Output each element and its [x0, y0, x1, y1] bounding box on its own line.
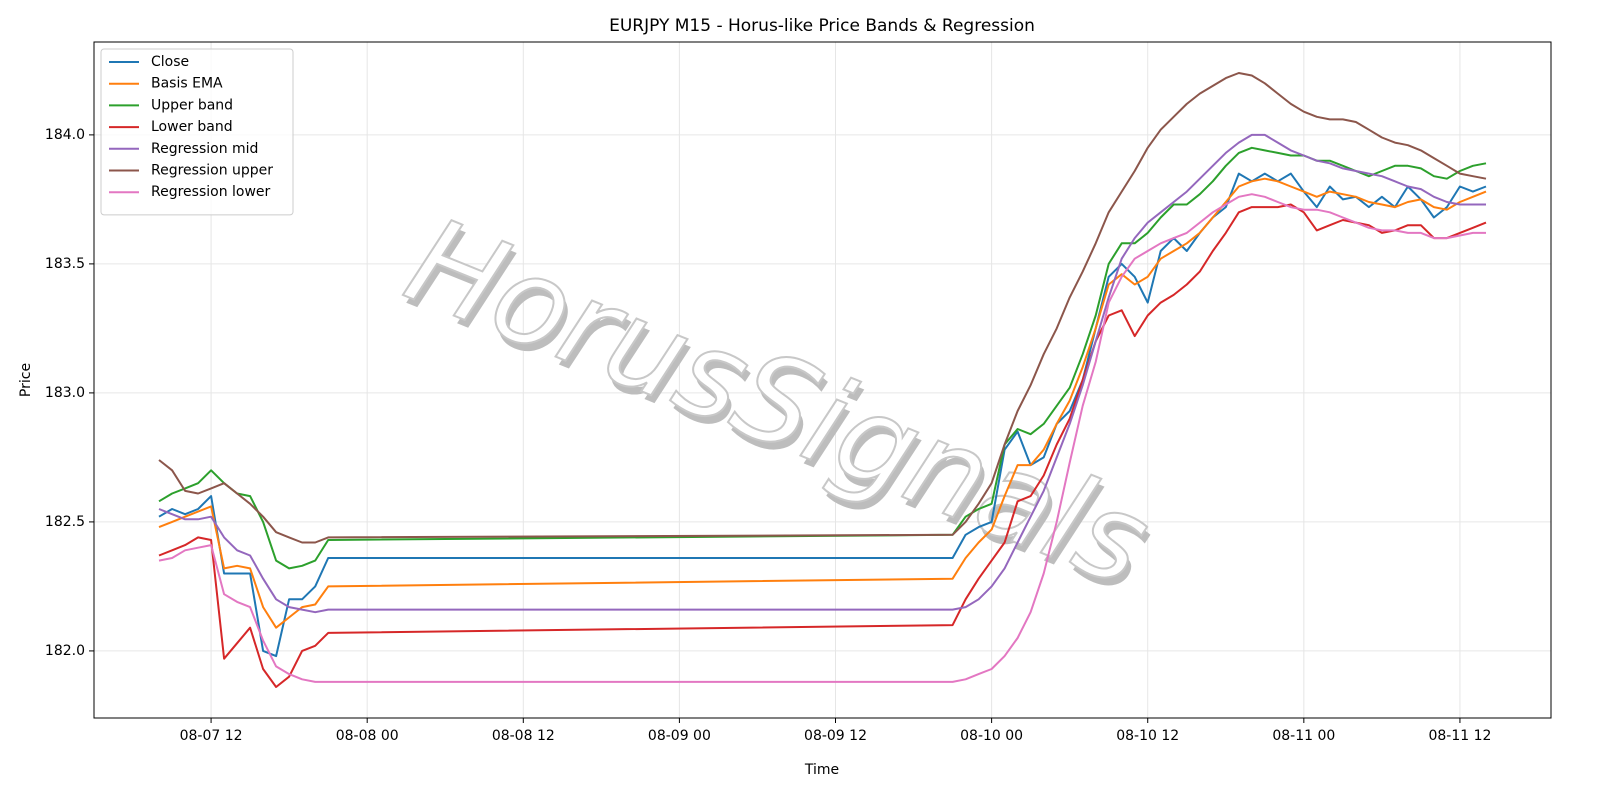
y-tick-label: 183.0 — [45, 385, 85, 401]
x-tick-label: 08-10 12 — [1116, 728, 1179, 744]
legend-label: Basis EMA — [151, 76, 223, 92]
x-tick-label: 08-11 12 — [1428, 728, 1491, 744]
chart-title: EURJPY M15 - Horus-like Price Bands & Re… — [609, 16, 1035, 36]
legend-label: Lower band — [151, 119, 233, 135]
x-tick-label: 08-10 00 — [960, 728, 1023, 744]
x-tick-label: 08-07 12 — [180, 728, 243, 744]
series-line — [158, 203, 1487, 688]
series-line — [158, 172, 1487, 658]
legend-label: Upper band — [151, 97, 233, 113]
legend-label: Regression lower — [151, 184, 271, 200]
legend-label: Close — [151, 54, 189, 70]
y-axis-label: Price — [18, 363, 34, 397]
lines-layer — [158, 72, 1487, 688]
plot-frame — [93, 41, 1552, 719]
legend-label: Regression upper — [151, 163, 273, 179]
x-tick-label: 08-08 12 — [492, 728, 555, 744]
x-tick-label: 08-11 00 — [1272, 728, 1335, 744]
y-tick-label: 182.0 — [45, 643, 85, 659]
x-tick-label: 08-09 12 — [804, 728, 867, 744]
series-line — [158, 193, 1486, 683]
x-tick-label: 08-08 00 — [336, 728, 399, 744]
x-tick-label: 08-09 00 — [648, 728, 711, 744]
y-tick-label: 183.5 — [45, 256, 85, 272]
y-tick-label: 184.0 — [45, 127, 85, 143]
legend: Close Basis EMA Upper band Lower band Regres… — [100, 48, 294, 216]
series-line — [158, 72, 1487, 544]
legend-label: Regression mid — [151, 141, 258, 157]
series-line — [158, 177, 1487, 629]
series-line — [158, 146, 1487, 570]
legend-box — [100, 48, 294, 216]
axes-layer: 182.0 182.5 183.0 183.5 184.0 08-07 12 08-08 0… — [45, 127, 1492, 744]
y-tick-label: 182.5 — [45, 514, 85, 530]
x-axis-label: Time — [804, 762, 839, 778]
series-line — [158, 133, 1486, 614]
